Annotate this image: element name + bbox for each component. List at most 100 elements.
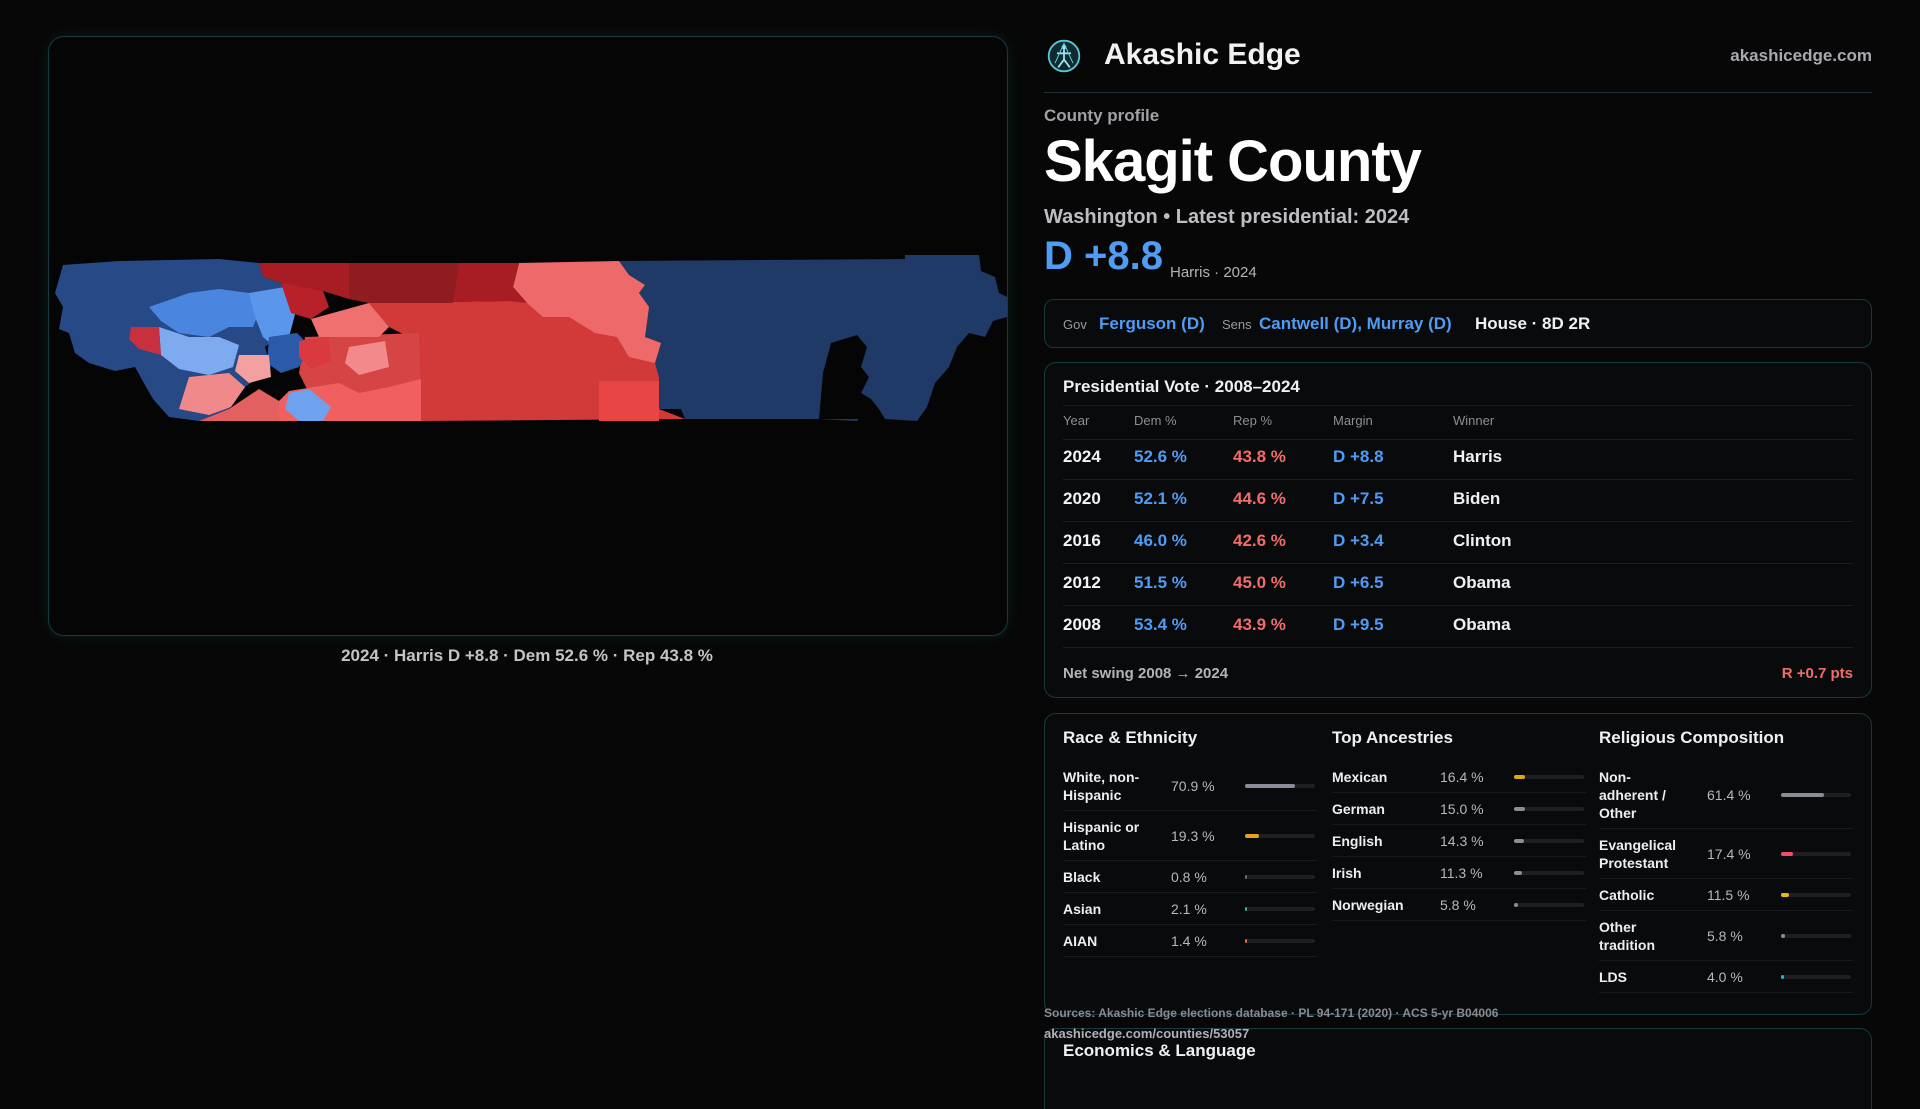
stat-bar-track <box>1781 975 1851 979</box>
cell-winner: Obama <box>1453 615 1511 634</box>
stat-value: 70.9 % <box>1171 778 1215 794</box>
map-region-center-blue[interactable] <box>249 287 297 347</box>
stat-row: Catholic 11.5 % <box>1599 886 1853 911</box>
stat-label: Mexican <box>1332 769 1388 785</box>
map-region-salmon[interactable] <box>513 261 661 363</box>
cell-year: 2020 <box>1063 489 1101 508</box>
stat-label: LDS <box>1599 969 1627 985</box>
stat-bar-fill <box>1781 793 1824 797</box>
stat-bar-fill <box>1781 975 1784 979</box>
headline-margin: D +8.8 <box>1044 234 1163 278</box>
stat-row-divider <box>1599 878 1853 879</box>
stat-value: 14.3 % <box>1440 833 1484 849</box>
stat-label: Asian <box>1063 901 1102 917</box>
stat-row-divider <box>1063 924 1317 925</box>
stat-bar-track <box>1514 903 1584 907</box>
cell-year: 2008 <box>1063 615 1101 634</box>
stat-row-divider <box>1332 824 1586 825</box>
county-profile-panel: Akashic Edge akashicedge.com County prof… <box>1044 0 1872 1109</box>
map-region-red-small[interactable] <box>281 283 329 319</box>
stat-bar-track <box>1514 807 1584 811</box>
stat-bar-fill <box>1245 784 1295 788</box>
stat-row: English 14.3 % <box>1332 832 1586 857</box>
stat-row: Evangelical Protestant 17.4 % <box>1599 836 1853 879</box>
stat-row: Irish 11.3 % <box>1332 864 1586 889</box>
source-url-link[interactable]: akashicedge.com/counties/53057 <box>1044 1026 1250 1041</box>
stat-bar-fill <box>1781 893 1790 897</box>
stat-row-divider <box>1599 960 1853 961</box>
cell-margin: D +3.4 <box>1333 531 1384 550</box>
map-region-south-lightblue[interactable] <box>285 389 331 421</box>
table-row-divider <box>1063 563 1853 564</box>
race-ethnicity-section: Race & Ethnicity White, non- Hispanic 70.… <box>1063 714 1317 1004</box>
map-region-pink-west-2[interactable] <box>345 341 389 375</box>
map-region-square[interactable] <box>599 381 659 421</box>
table-row-divider <box>1063 521 1853 522</box>
map-region-west-red[interactable] <box>129 327 161 355</box>
stat-bar-fill <box>1781 934 1786 938</box>
brand-url-link[interactable]: akashicedge.com <box>1730 46 1872 65</box>
stat-label: Evangelical Protestant <box>1599 837 1677 871</box>
stat-bar-fill <box>1245 875 1247 879</box>
county-map-panel[interactable] <box>48 36 1008 636</box>
map-region-west-salmon[interactable] <box>199 389 279 421</box>
map-region-mid-salmon[interactable] <box>311 303 389 337</box>
religion-title: Religious Composition <box>1599 728 1785 747</box>
stat-value: 11.3 % <box>1440 865 1483 881</box>
house-delegation: House · 8D 2R <box>1475 314 1591 333</box>
cell-margin: D +6.5 <box>1333 573 1384 592</box>
map-region-darkred-2[interactable] <box>349 263 459 303</box>
cell-margin: D +8.8 <box>1333 447 1384 466</box>
stat-row-divider <box>1063 810 1317 811</box>
stat-bar-track <box>1781 934 1851 938</box>
cell-rep: 42.6 % <box>1233 531 1286 550</box>
headline-margin-sub: Harris · 2024 <box>1170 264 1257 281</box>
presidential-vote-table: Presidential Vote · 2008–2024 Year Dem %… <box>1044 362 1872 698</box>
race-title: Race & Ethnicity <box>1063 728 1198 747</box>
stat-label: Norwegian <box>1332 897 1404 913</box>
ancestry-title: Top Ancestries <box>1332 728 1453 747</box>
stat-bar-fill <box>1245 834 1259 838</box>
map-region-west-lightblue[interactable] <box>149 289 261 337</box>
map-caption: 2024 · Harris D +8.8 · Dem 52.6 % · Rep … <box>341 646 713 665</box>
map-region-east[interactable] <box>619 255 1007 421</box>
col-header-year: Year <box>1063 413 1090 428</box>
cell-year: 2016 <box>1063 531 1101 550</box>
map-region-red-west-2[interactable] <box>299 337 331 369</box>
cell-winner: Harris <box>1453 447 1503 466</box>
net-swing-label: Net swing 2008 → 2024 <box>1063 665 1229 682</box>
stat-value: 2.1 % <box>1171 901 1207 917</box>
cell-margin: D +9.5 <box>1333 615 1384 634</box>
demographics-card: Race & Ethnicity White, non- Hispanic 70.… <box>1044 713 1872 1015</box>
senators-names[interactable]: Cantwell (D), Murray (D) <box>1259 314 1452 333</box>
compass-figure-icon[interactable] <box>1046 38 1082 74</box>
stat-bar-track <box>1245 939 1315 943</box>
stat-bar-track <box>1245 907 1315 911</box>
stat-row-divider <box>1599 910 1853 911</box>
stat-row: Non- adherent / Other 61.4 % <box>1599 768 1853 829</box>
stat-row: LDS 4.0 % <box>1599 968 1853 993</box>
stat-label: Non- adherent / Other <box>1599 769 1666 821</box>
cell-winner: Clinton <box>1453 531 1512 550</box>
cell-year: 2024 <box>1063 447 1101 466</box>
stat-bar-fill <box>1781 852 1794 856</box>
cell-rep: 43.8 % <box>1233 447 1286 466</box>
stat-value: 19.3 % <box>1171 828 1215 844</box>
cell-rep: 43.9 % <box>1233 615 1286 634</box>
gov-label: Gov <box>1063 317 1087 332</box>
brand-name[interactable]: Akashic Edge <box>1104 38 1301 71</box>
governor-name[interactable]: Ferguson (D) <box>1099 314 1205 333</box>
map-region-pink-small[interactable] <box>235 355 271 383</box>
table-row-divider <box>1063 479 1853 480</box>
net-swing-value: R +0.7 pts <box>1781 665 1853 682</box>
cell-winner: Biden <box>1453 489 1501 508</box>
stat-row-divider <box>1063 892 1317 893</box>
map-region-west-paleblue[interactable] <box>159 327 239 375</box>
cell-dem: 52.1 % <box>1134 489 1187 508</box>
map-region-west-pink[interactable] <box>179 373 245 415</box>
county-subtitle: Washington • Latest presidential: 2024 <box>1044 206 1410 228</box>
precinct-map[interactable] <box>49 37 1007 635</box>
stat-label: Irish <box>1332 865 1362 881</box>
stat-bar-track <box>1781 793 1851 797</box>
stat-bar-fill <box>1514 839 1524 843</box>
